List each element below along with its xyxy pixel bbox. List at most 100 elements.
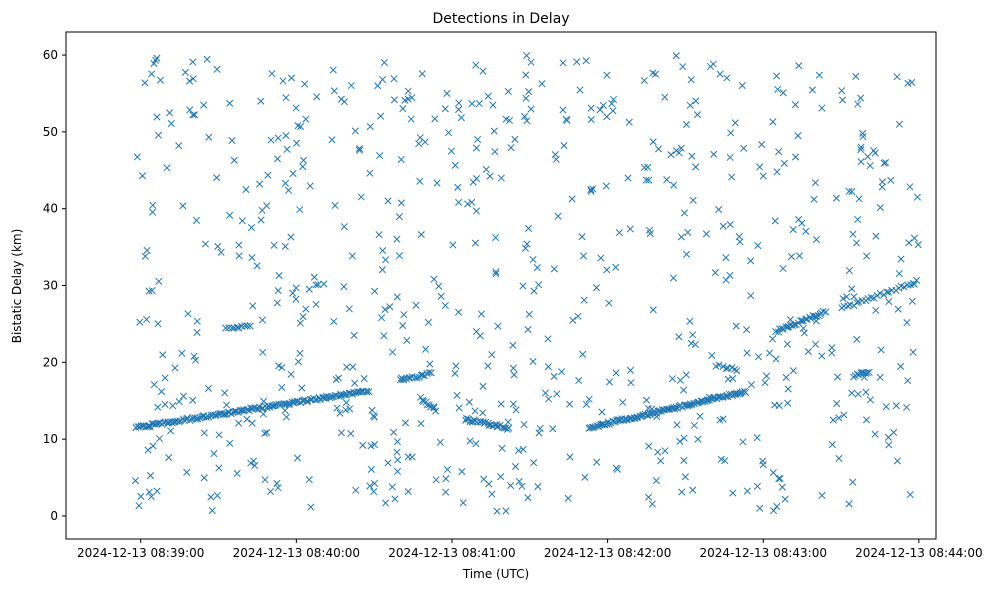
data-point — [648, 500, 656, 508]
data-point — [471, 239, 480, 247]
data-point — [235, 252, 243, 260]
data-point — [786, 316, 794, 324]
data-point — [497, 473, 505, 481]
data-point — [454, 308, 463, 316]
data-point — [472, 207, 480, 215]
data-point — [282, 131, 290, 140]
data-point — [221, 410, 229, 418]
data-point — [578, 233, 586, 241]
data-point — [143, 315, 151, 324]
data-point — [726, 271, 734, 279]
data-point — [443, 89, 451, 97]
data-point — [687, 339, 695, 347]
data-point — [843, 293, 851, 301]
data-point — [778, 483, 786, 491]
data-point — [235, 241, 243, 249]
data-point — [299, 163, 307, 171]
data-point — [575, 376, 583, 385]
data-point — [452, 362, 460, 370]
data-point — [251, 462, 259, 470]
data-point — [723, 74, 731, 82]
data-point — [683, 250, 691, 258]
data-point — [579, 252, 588, 260]
data-point — [535, 429, 543, 437]
data-point — [655, 145, 663, 153]
data-point — [740, 144, 748, 152]
data-point — [348, 252, 356, 260]
data-point — [894, 305, 902, 313]
data-point — [863, 252, 871, 260]
data-point — [378, 266, 386, 274]
data-point — [615, 229, 623, 237]
data-point — [507, 144, 515, 152]
data-point — [407, 115, 415, 123]
data-points — [131, 51, 922, 515]
data-point — [593, 458, 601, 466]
data-point — [696, 412, 704, 420]
data-point — [893, 73, 901, 81]
data-point — [235, 419, 243, 427]
data-point — [828, 349, 836, 357]
data-point — [476, 418, 484, 426]
data-point — [226, 99, 234, 107]
data-point — [587, 185, 595, 194]
data-point — [370, 412, 378, 420]
data-point — [779, 264, 787, 273]
data-point — [207, 493, 215, 501]
data-point — [366, 482, 374, 490]
data-point — [192, 356, 200, 364]
data-point — [298, 384, 306, 392]
data-point — [779, 89, 787, 97]
data-point — [154, 320, 162, 328]
data-point — [293, 139, 301, 147]
data-point — [161, 400, 169, 408]
y-tick-label: 0 — [50, 509, 58, 523]
data-point — [545, 395, 553, 403]
data-point — [906, 183, 914, 191]
data-point — [247, 224, 256, 232]
data-point — [263, 428, 271, 437]
data-point — [783, 340, 791, 348]
data-point — [243, 322, 251, 330]
data-point — [568, 195, 576, 203]
data-point — [905, 239, 913, 247]
data-point — [370, 479, 379, 487]
data-point — [828, 344, 836, 352]
data-point — [459, 499, 467, 507]
data-point — [253, 262, 261, 270]
data-point — [138, 172, 147, 180]
data-point — [800, 329, 808, 337]
data-point — [906, 491, 914, 499]
data-point — [838, 87, 846, 95]
data-point — [708, 351, 716, 360]
data-point — [773, 168, 781, 176]
data-point — [342, 406, 350, 414]
data-point — [602, 182, 610, 190]
data-point — [455, 404, 463, 412]
data-point — [263, 202, 271, 210]
data-point — [279, 77, 287, 85]
data-point — [425, 369, 433, 377]
data-point — [680, 456, 688, 464]
x-tick-label: 2024-12-13 08:40:00 — [233, 546, 360, 560]
data-point — [645, 442, 653, 450]
data-point — [689, 196, 697, 204]
x-axis-ticks: 2024-12-13 08:39:00 2024-12-13 08:40:00 20… — [77, 539, 983, 560]
data-point — [780, 159, 788, 167]
data-point — [640, 76, 648, 85]
data-point — [882, 403, 890, 411]
data-point — [686, 401, 694, 409]
data-point — [217, 248, 225, 256]
data-point — [399, 321, 407, 330]
data-point — [605, 378, 614, 386]
data-point — [686, 101, 694, 109]
data-point — [389, 348, 397, 356]
y-tick-label: 30 — [43, 279, 58, 293]
data-point — [694, 435, 702, 443]
data-point — [787, 253, 796, 261]
data-point — [613, 465, 621, 473]
data-point — [296, 123, 305, 131]
data-point — [900, 283, 908, 291]
data-point — [850, 293, 858, 301]
data-point — [716, 416, 724, 424]
